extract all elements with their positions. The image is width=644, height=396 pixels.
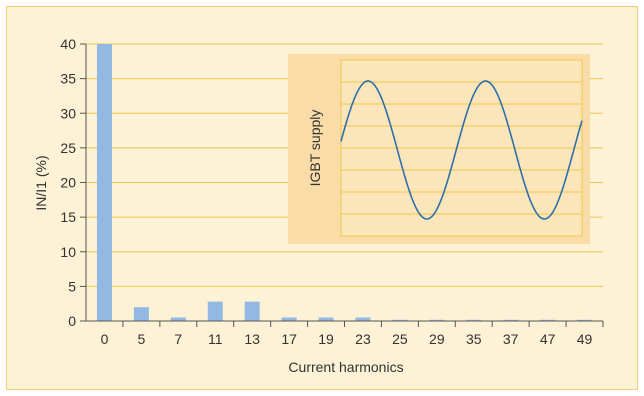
inset-label: IGBT supply [307,110,323,187]
x-tick-label: 0 [101,331,109,347]
y-tick-label: 10 [60,244,76,260]
y-tick-label: 35 [60,71,76,87]
inset-waveform [340,80,583,220]
y-tick-label: 5 [68,278,76,294]
x-tick-label: 19 [318,331,334,347]
y-tick-label: 25 [60,140,76,156]
bar-5 [133,307,149,321]
bar-17 [281,317,297,321]
x-tick-label: 25 [392,331,408,347]
bar-11 [207,301,223,321]
x-tick-label: 11 [208,331,223,347]
bar-35 [466,319,482,321]
x-tick-label: 29 [429,331,445,347]
bar-23 [355,317,371,321]
x-tick-labels: 0 5 7 11 13 17 19 23 25 29 35 37 47 49 [101,331,593,347]
bar-0 [96,44,112,321]
x-axis-label: Current harmonics [288,359,403,375]
bar-49 [577,319,593,321]
y-tick-label: 40 [60,36,76,52]
bar-13 [244,301,260,321]
bar-19 [318,317,334,321]
x-tick-label: 37 [503,331,519,347]
y-tick-label: 30 [60,105,76,121]
bar-47 [540,319,556,321]
x-tick-label: 13 [244,331,260,347]
x-tick-label: 35 [466,331,482,347]
y-tick-label: 0 [68,313,76,329]
y-tick-label: 20 [60,175,76,191]
x-tick-label: 7 [174,331,182,347]
x-tick-label: 47 [540,331,556,347]
x-tick-label: 49 [577,331,593,347]
y-axis-label: IN/I1 (%) [33,155,49,210]
bar-7 [170,317,186,321]
axes [80,43,604,327]
x-tick-label: 23 [355,331,371,347]
bars [96,44,593,321]
inset: IGBT supply [288,54,590,244]
bar-25 [392,319,408,321]
bar-37 [503,319,519,321]
y-tick-labels: 0 5 10 15 20 25 30 35 40 [60,36,76,329]
y-tick-label: 15 [60,209,76,225]
bar-29 [429,319,445,321]
x-tick-label: 5 [137,331,145,347]
x-tick-label: 17 [281,331,297,347]
